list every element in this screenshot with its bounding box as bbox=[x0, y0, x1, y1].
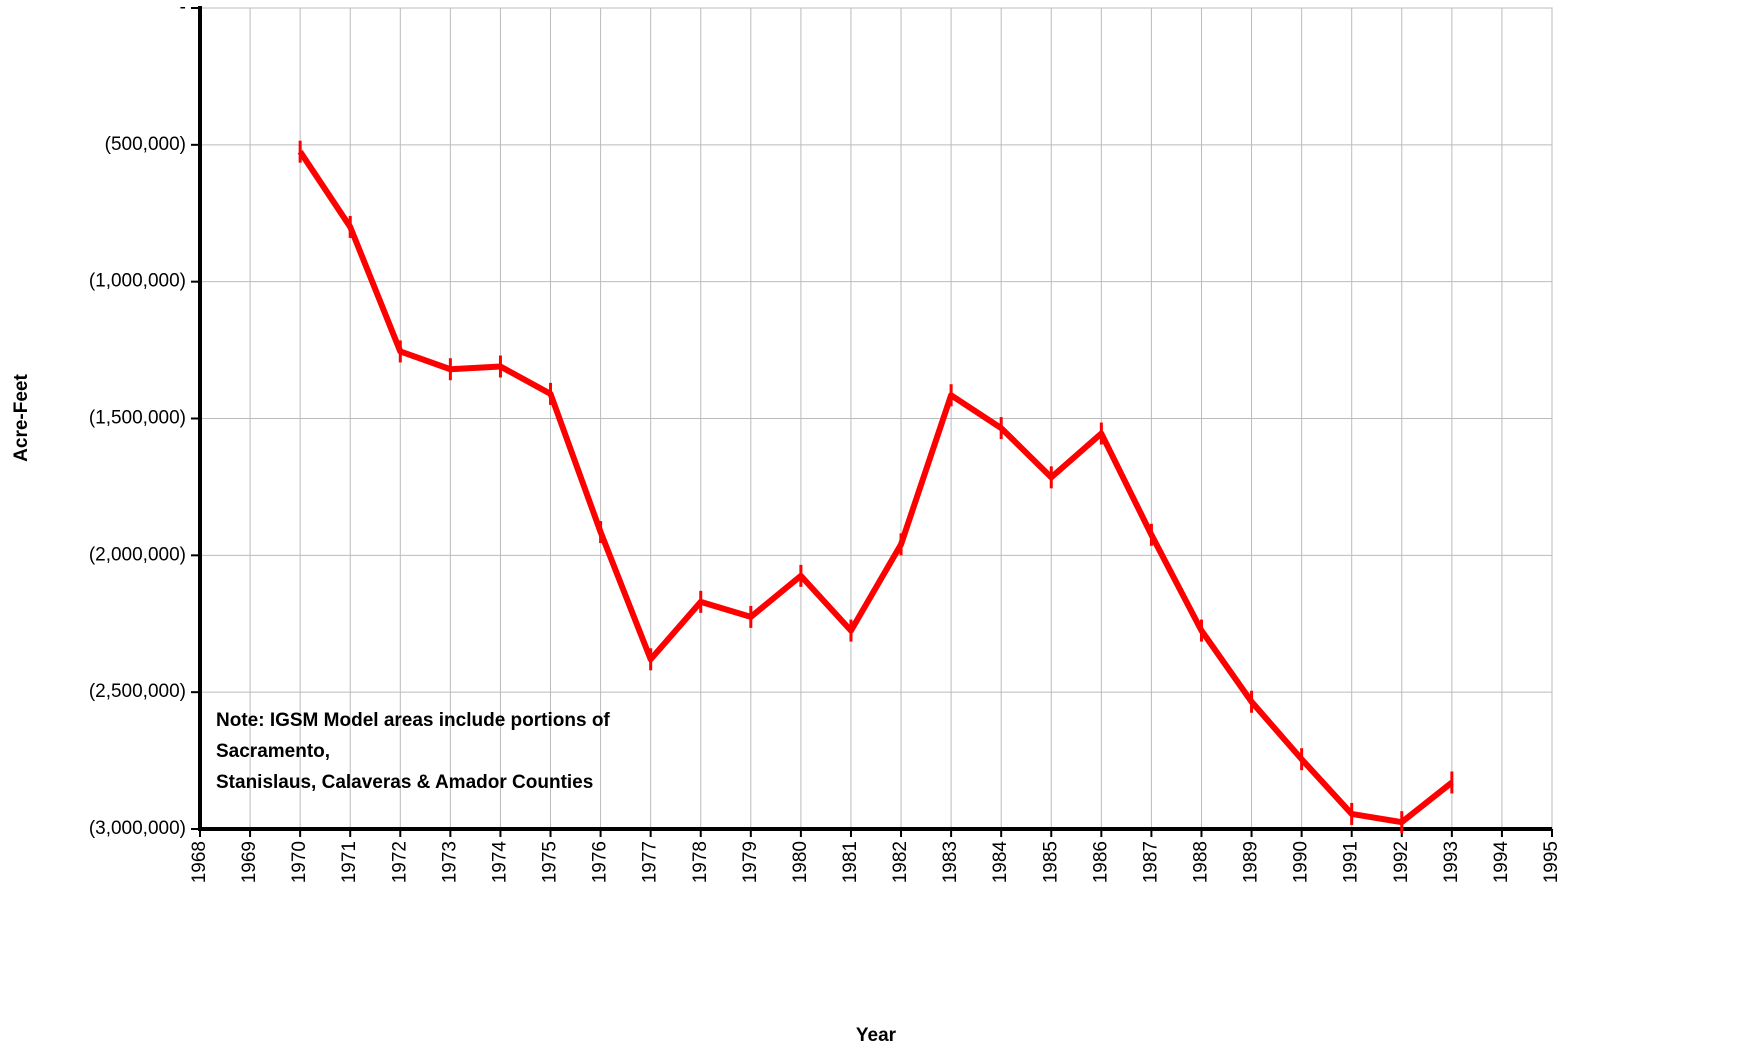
x-tick-label: 1972 bbox=[389, 841, 410, 883]
x-tick-label: 1971 bbox=[339, 841, 360, 883]
annotation: Note: IGSM Model areas include portions … bbox=[216, 710, 610, 731]
x-tick-label: 1985 bbox=[1040, 841, 1061, 883]
x-tick-label: 1987 bbox=[1140, 841, 1161, 883]
y-tick-label: (2,500,000) bbox=[89, 681, 186, 702]
x-tick-label: 1970 bbox=[289, 841, 310, 883]
annotation: Stanislaus, Calaveras & Amador Counties bbox=[216, 772, 593, 793]
x-tick-label: 1991 bbox=[1341, 841, 1362, 883]
x-tick-label: 1984 bbox=[990, 841, 1011, 884]
annotation: Sacramento, bbox=[216, 741, 330, 762]
y-tick-label: (1,500,000) bbox=[89, 408, 186, 429]
x-tick-label: 1980 bbox=[790, 841, 811, 883]
x-tick-label: 1986 bbox=[1090, 841, 1111, 883]
x-tick-label: 1977 bbox=[640, 841, 661, 883]
x-axis-label: Year bbox=[856, 1025, 897, 1046]
x-tick-label: 1989 bbox=[1241, 841, 1262, 883]
x-tick-label: 1974 bbox=[489, 841, 510, 884]
y-tick-label: (3,000,000) bbox=[89, 818, 186, 839]
y-axis-label: Acre-Feet bbox=[11, 374, 32, 462]
y-tick-label: (1,000,000) bbox=[89, 271, 186, 292]
x-tick-label: 1968 bbox=[189, 841, 210, 883]
y-tick-label: - bbox=[180, 0, 186, 18]
x-tick-label: 1981 bbox=[840, 841, 861, 883]
x-tick-label: 1994 bbox=[1491, 841, 1512, 884]
x-tick-label: 1988 bbox=[1190, 841, 1211, 883]
data-line bbox=[297, 150, 1454, 826]
x-tick-label: 1992 bbox=[1391, 841, 1412, 883]
x-tick-label: 1983 bbox=[940, 841, 961, 883]
x-tick-label: 1982 bbox=[890, 841, 911, 883]
x-tick-label: 1975 bbox=[540, 841, 561, 883]
x-tick-label: 1969 bbox=[239, 841, 260, 883]
x-tick-label: 1976 bbox=[590, 841, 611, 883]
x-tick-label: 1978 bbox=[690, 841, 711, 883]
y-tick-label: (500,000) bbox=[105, 134, 186, 155]
x-tick-label: 1995 bbox=[1541, 841, 1562, 883]
x-tick-label: 1973 bbox=[439, 841, 460, 883]
x-tick-label: 1993 bbox=[1441, 841, 1462, 883]
x-tick-label: 1990 bbox=[1291, 841, 1312, 883]
x-tick-label: 1979 bbox=[740, 841, 761, 883]
y-tick-label: (2,000,000) bbox=[89, 544, 186, 565]
